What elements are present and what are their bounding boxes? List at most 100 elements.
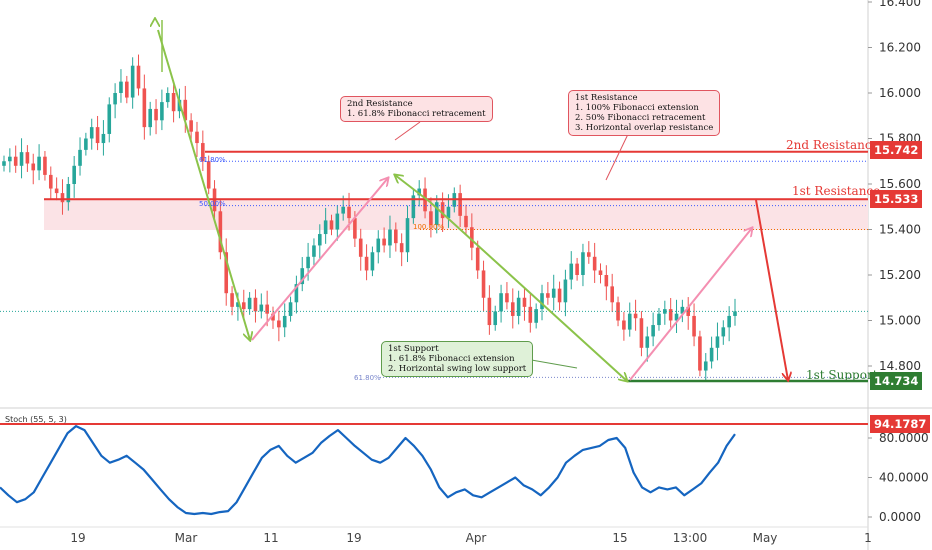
candle-body xyxy=(154,108,158,121)
annotation-line: 2. 50% Fibonacci retracement xyxy=(575,113,706,123)
price-tick-label: 15.000 xyxy=(879,314,921,328)
candle-body xyxy=(709,347,714,362)
candle-body xyxy=(668,309,673,321)
candle-body xyxy=(236,302,240,307)
candle-body xyxy=(288,302,293,316)
candle-body xyxy=(72,165,76,184)
candle-body xyxy=(224,252,229,294)
candle-body xyxy=(2,161,6,166)
candle-body xyxy=(633,313,638,319)
candle-body xyxy=(388,229,392,246)
annotation-line: 1. 61.8% Fibonacci retracement xyxy=(347,109,486,119)
candle-body xyxy=(84,138,88,150)
candle-body xyxy=(107,104,112,134)
candle-body xyxy=(277,320,281,328)
candle-body xyxy=(703,361,708,371)
candle-body xyxy=(733,311,737,316)
candle-body xyxy=(499,293,503,312)
candle-body xyxy=(686,306,691,316)
price-tick-label: 15.200 xyxy=(879,268,921,282)
candle-body xyxy=(382,238,386,246)
candle-body xyxy=(376,238,381,253)
candle-body xyxy=(31,163,36,171)
stoch-axis-ticks: 80.0000 40.0000 0.0000 xyxy=(868,431,929,524)
candle-body xyxy=(230,293,234,307)
candle-body xyxy=(165,93,170,103)
candle-body xyxy=(306,256,310,269)
annotation-1st-resistance[interactable]: 1st Resistance 1. 100% Fibonacci extensi… xyxy=(568,90,721,136)
price-tick-label: 16.200 xyxy=(879,41,921,55)
candle-body xyxy=(627,313,632,330)
stoch-tick-label: 0.0000 xyxy=(879,510,921,524)
candle-body xyxy=(575,263,579,275)
candle-body xyxy=(341,206,345,214)
candle-body xyxy=(528,306,533,323)
candle-body xyxy=(78,149,82,166)
candle-body xyxy=(241,302,246,310)
candle-body xyxy=(8,156,12,162)
candle-body xyxy=(60,193,65,203)
price-tick-label: 16.000 xyxy=(879,86,921,100)
annotation-line: 1st Support xyxy=(388,344,439,354)
level-name-1st-support: 1st Support xyxy=(806,368,878,382)
candle-body xyxy=(37,156,41,171)
stochastic-pane xyxy=(0,422,868,516)
candle-body xyxy=(581,252,585,275)
candle-body xyxy=(13,156,18,166)
arrow-green-down-1 xyxy=(157,29,250,340)
candle-body xyxy=(569,263,574,280)
candle-body xyxy=(645,336,650,348)
candle-body xyxy=(399,243,404,253)
candle-body xyxy=(587,252,591,257)
candle-body xyxy=(440,202,445,219)
time-tick-label: 13:00 xyxy=(673,531,708,545)
candle-body xyxy=(130,65,135,98)
candle-body xyxy=(434,202,439,225)
annotation-line: 1. 61.8% Fibonacci extension xyxy=(388,354,515,364)
time-tick-label: 15 xyxy=(612,531,627,545)
candle-body xyxy=(698,336,702,371)
fib-label-100: 100.00% xyxy=(413,223,445,231)
candle-body xyxy=(329,220,334,230)
price-axis-ticks: 16.40016.20016.00015.80015.60015.40015.2… xyxy=(868,0,921,373)
annotation-2nd-resistance[interactable]: 2nd Resistance 1. 61.8% Fibonacci retrac… xyxy=(340,96,493,122)
time-tick-label: Mar xyxy=(175,531,198,545)
callout-pointer-1st-resistance xyxy=(605,129,631,181)
time-tick-label: 19 xyxy=(346,531,361,545)
candle-body xyxy=(715,336,720,348)
candle-body xyxy=(651,325,655,337)
candle-body xyxy=(510,302,515,316)
time-tick-label: 11 xyxy=(263,531,278,545)
price-tick-label: 16.400 xyxy=(879,0,921,9)
candle-body xyxy=(43,156,47,175)
candle-body xyxy=(48,174,53,189)
candle-body xyxy=(721,327,726,337)
candle-body xyxy=(317,234,322,246)
candle-body xyxy=(335,213,340,230)
candle-body xyxy=(189,120,193,132)
candle-body xyxy=(282,315,287,328)
candle-body xyxy=(674,313,679,321)
price-tick-label: 15.600 xyxy=(879,177,921,191)
level-name-2nd-resistance: 2nd Resistance xyxy=(786,138,879,152)
callout-pointer-2nd-resistance xyxy=(394,121,421,141)
candle-body xyxy=(727,315,731,328)
candle-body xyxy=(604,275,609,287)
candle-body xyxy=(481,270,486,298)
candle-body xyxy=(54,188,59,194)
candle-body xyxy=(464,215,468,228)
level-value-2nd-resistance: 15.742 xyxy=(870,141,923,159)
candle-body xyxy=(113,93,117,105)
candle-body xyxy=(119,81,123,93)
candle-body xyxy=(136,65,141,89)
stoch-line xyxy=(0,425,736,516)
candle-body xyxy=(657,313,661,326)
stoch-indicator-label[interactable]: Stoch (55, 5, 3) xyxy=(5,415,67,424)
candle-body xyxy=(622,320,626,330)
annotation-1st-support[interactable]: 1st Support 1. 61.8% Fibonacci extension… xyxy=(381,341,534,377)
candle-body xyxy=(505,293,509,303)
candle-body xyxy=(557,288,562,303)
candle-body xyxy=(19,152,24,166)
candle-body xyxy=(516,297,521,316)
